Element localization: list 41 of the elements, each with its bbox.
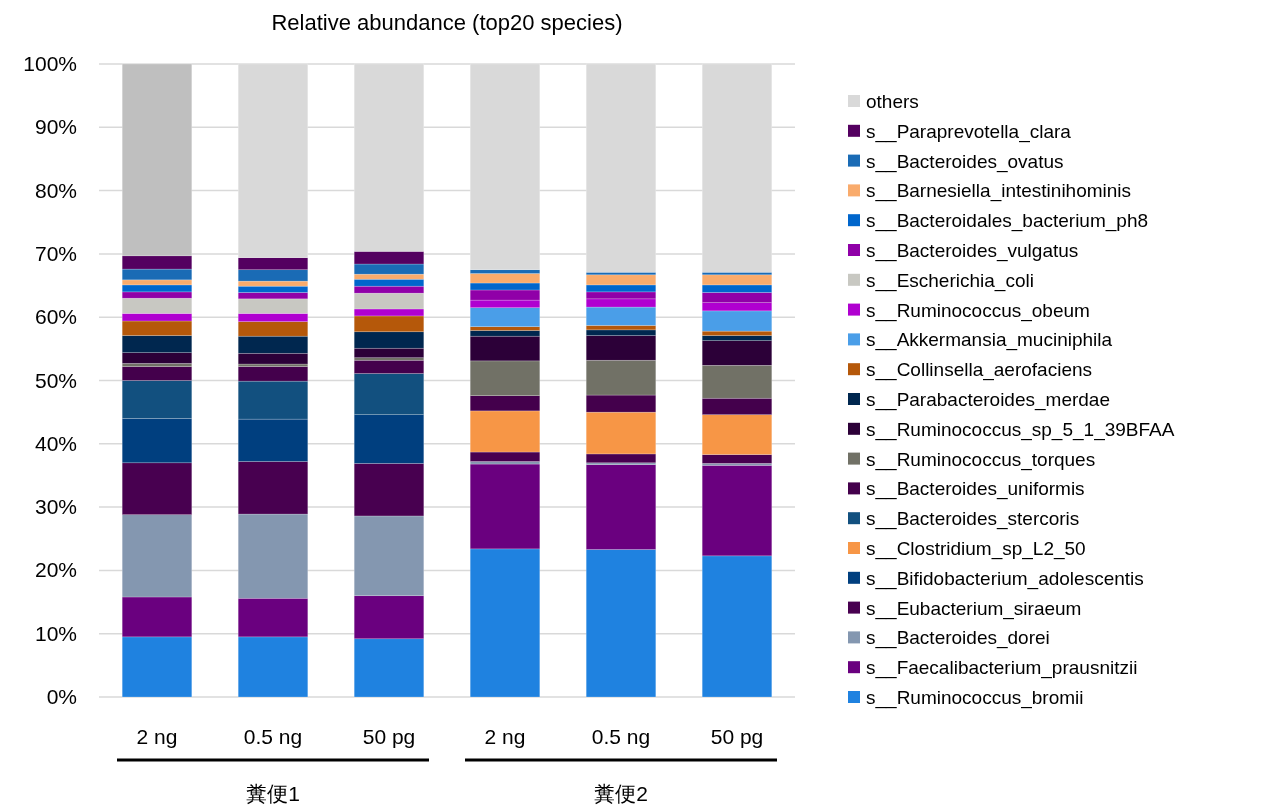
y-tick-label: 0% [46,685,77,708]
legend-label: s__Escherichia_coli [866,269,1034,292]
x-tick-label: 2 ng [136,725,178,748]
x-tick-label: 0.5 ng [243,725,303,748]
legend-label: s__Parabacteroides_merdae [866,389,1110,411]
legend-label: s__Barnesiella_intestinihominis [866,180,1132,203]
y-tick-label: 30% [34,495,77,519]
x-tick-label: 50 pg [710,725,764,748]
x-tick-label: 0.5 ng [591,725,651,748]
legend-label: s__Collinsella_aerofaciens [866,359,1093,382]
x-tick-label: 50 pg [362,725,416,748]
text: 糞便2 [594,782,648,805]
legend-label: s__Ruminococcus_obeum [866,299,1090,322]
legend-label: s__Bacteroides_vulgatus [866,240,1079,262]
y-tick-label: 100% [23,52,77,75]
legend-label: s__Bacteroides_uniformis [866,478,1085,501]
legend-label: s__Bifidobacterium_adolescentis [866,567,1144,590]
x-tick-label: 2 ng [484,725,526,748]
legend-label: s__Akkermansia_muciniphila [866,329,1113,352]
legend-label: s__Ruminococcus_sp_5_1_39BFAA [866,418,1175,441]
legend-label: s__Bacteroides_ovatus [866,150,1064,173]
legend-label: s__Clostridium_sp_L2_50 [866,538,1086,560]
legend-label: s__Ruminococcus_bromii [866,687,1084,709]
legend-label: s__Paraprevotella_clara [866,120,1072,143]
y-tick-label: 20% [34,558,77,582]
y-tick-label: 40% [34,431,77,455]
y-tick-label: 90% [34,115,77,139]
legend-label: s__Bacteroidales_bacterium_ph8 [866,210,1149,233]
text: 糞便1 [246,782,300,805]
y-tick-label: 70% [34,241,77,265]
legend-label: s__Eubacterium_siraeum [866,597,1082,620]
y-tick-label: 80% [34,178,77,202]
legend-label: s__Bacteroides_dorei [866,627,1050,650]
y-tick-label: 60% [34,305,77,329]
chart-title: Relative abundance (top20 species) [271,10,623,35]
legend-label: s__Faecalibacterium_prausnitzii [866,657,1138,680]
legend-label: s__Ruminococcus_torques [866,448,1096,471]
y-tick-label: 10% [34,621,77,645]
y-tick-label: 50% [34,368,77,392]
legend-label: others [866,91,919,112]
legend-label: s__Bacteroides_stercoris [866,508,1080,531]
